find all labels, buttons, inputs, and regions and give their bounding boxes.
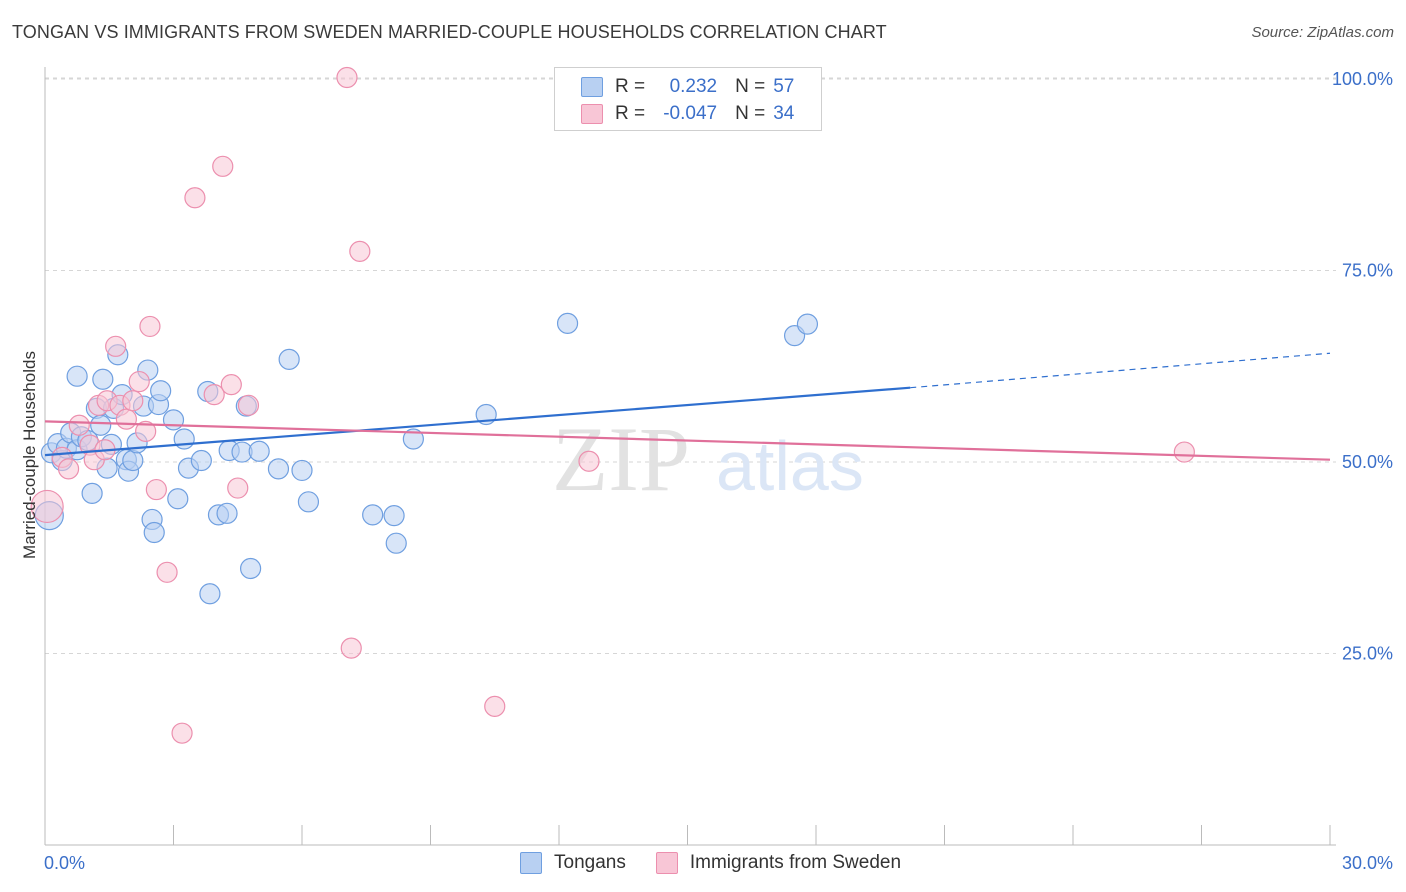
sweden-point (105, 335, 127, 357)
y-tick-label: 100.0% (1332, 69, 1393, 89)
watermark-atlas: atlas (716, 427, 864, 505)
sweden-point (184, 187, 206, 209)
legend-n-label: N = (735, 103, 766, 124)
sweden-point (135, 420, 157, 442)
tongans-point (122, 449, 144, 472)
source-label: Source: ZipAtlas.com (1251, 24, 1394, 41)
sweden-point (203, 383, 225, 406)
tongans-point (150, 380, 172, 402)
tongans-point (216, 502, 238, 524)
y-tick-label: 25.0% (1342, 644, 1393, 664)
sweden-point (1173, 441, 1195, 463)
legend-n-label: N = (735, 76, 766, 97)
sweden-point (212, 155, 234, 177)
tongans-point (81, 482, 103, 505)
sweden-point (237, 394, 260, 416)
watermark-zip: ZIP (552, 408, 690, 510)
legend-n-value: 34 (773, 103, 795, 124)
tongans-point (92, 368, 114, 390)
legend-swatch-pink (581, 104, 603, 124)
bottom-legend-swatch-blue (520, 852, 542, 874)
y-axis-title: Married-couple Households (20, 351, 39, 559)
sweden-point (145, 478, 167, 501)
x-tick-label: 0.0% (44, 853, 85, 873)
tongans-point (162, 409, 185, 431)
legend: R = 0.232 N = 57 R = -0.047 N = 34 (554, 67, 822, 131)
tongans-point (385, 532, 407, 554)
tongans-point (383, 505, 405, 527)
sweden-point (227, 477, 249, 499)
legend-r-label: R = (615, 76, 646, 97)
sweden-point (68, 414, 90, 436)
tongans-point (240, 557, 262, 580)
sweden-point (220, 374, 242, 396)
legend-r-value: 0.232 (669, 76, 718, 97)
tongans-trend-line (44, 386, 911, 457)
legend-swatch-blue (581, 77, 603, 97)
bottom-legend-tongans: Tongans (520, 852, 626, 874)
tongans-point (556, 312, 579, 334)
trend-lines (44, 352, 1331, 461)
bottom-legend-swatch-pink (655, 852, 678, 874)
sweden-point (139, 315, 161, 338)
tick-labels: 25.0% 50.0% 75.0% 100.0% 0.0% 30.0% (44, 69, 1393, 873)
tongans-point (167, 488, 189, 510)
tongans-point (199, 583, 221, 605)
sweden-point (57, 458, 80, 480)
legend-r-value: -0.047 (663, 103, 718, 124)
tongans-point (796, 313, 819, 335)
tongans-point (402, 428, 424, 450)
bottom-legend-label: Immigrants from Sweden (689, 852, 902, 873)
sweden-point (156, 561, 178, 583)
bottom-legend-label: Tongans (554, 852, 626, 873)
x-tick-label: 30.0% (1342, 853, 1393, 873)
sweden-point (340, 637, 362, 659)
sweden-point (115, 408, 137, 430)
bottom-legend-sweden: Immigrants from Sweden (655, 852, 902, 874)
tongans-point (362, 504, 384, 526)
tongans-point (143, 521, 165, 544)
sweden-point (349, 240, 371, 262)
tongans-point (190, 449, 212, 472)
sweden-point (122, 390, 144, 412)
sweden-point (336, 66, 358, 89)
tongans-trend-extension (910, 352, 1331, 389)
tongans-point (297, 491, 320, 513)
sweden-point (171, 722, 193, 744)
watermark: ZIP atlas (552, 408, 864, 510)
tongans-point (291, 459, 313, 482)
tongans-point (278, 348, 300, 370)
data-points (30, 66, 1195, 744)
sweden-point (128, 370, 150, 393)
chart-title: TONGAN VS IMMIGRANTS FROM SWEDEN MARRIED… (12, 22, 887, 42)
y-tick-label: 50.0% (1342, 452, 1393, 472)
tongans-point (248, 440, 270, 462)
sweden-point (578, 450, 600, 472)
legend-n-value: 57 (773, 76, 795, 97)
legend-row-sweden: R = -0.047 N = 34 (581, 101, 794, 127)
sweden-trend-line (44, 420, 1331, 461)
legend-r-label: R = (615, 103, 646, 124)
sweden-point (484, 695, 506, 717)
tongans-point (90, 414, 112, 436)
grid-lines (45, 77, 1336, 654)
tongans-point (173, 428, 195, 450)
tongans-point (66, 365, 88, 387)
sweden-point (30, 489, 64, 524)
legend-row-tongans: R = 0.232 N = 57 (581, 74, 794, 100)
y-tick-label: 75.0% (1342, 261, 1393, 281)
tongans-point (267, 458, 290, 480)
bottom-legend: Tongans Immigrants from Sweden (520, 852, 931, 874)
